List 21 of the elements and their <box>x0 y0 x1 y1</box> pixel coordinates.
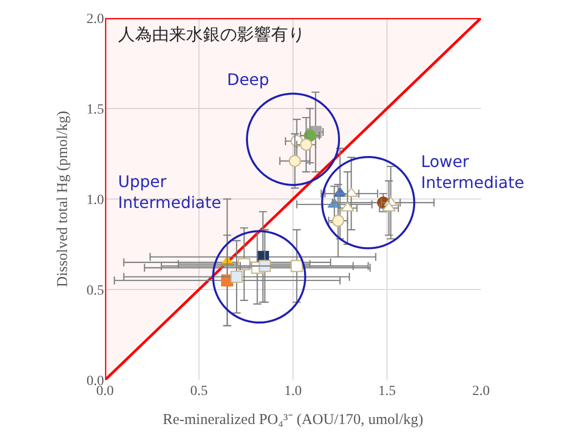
annotation: Lower Intermediate <box>421 152 524 192</box>
point <box>288 154 301 168</box>
x-tick-label: 1.0 <box>284 384 302 399</box>
y-tick-label: 0.5 <box>86 283 104 298</box>
point <box>290 260 303 272</box>
y-tick-label: 2.0 <box>86 12 104 27</box>
point <box>300 138 312 151</box>
y-tick-label: 1.0 <box>86 192 104 208</box>
point <box>340 202 354 212</box>
y-axis-title: Dissolved total Hg (pmol/kg) <box>54 110 71 288</box>
point <box>332 214 344 227</box>
y-tick-label: 1.5 <box>86 102 104 118</box>
point <box>230 270 243 283</box>
x-tick-label: 1.5 <box>378 384 396 399</box>
x-tick-label: 2.0 <box>472 384 490 399</box>
annotation: Upper Intermediate <box>118 172 222 212</box>
x-tick-label: 0.5 <box>190 384 208 399</box>
point <box>258 260 271 272</box>
x-axis-title: Re-mineralized PO₄³⁻ (AOU/170, umol/kg) <box>162 412 424 428</box>
annotation: 人為由来水銀の影響有り <box>118 25 305 45</box>
annotation: Deep <box>227 70 270 89</box>
